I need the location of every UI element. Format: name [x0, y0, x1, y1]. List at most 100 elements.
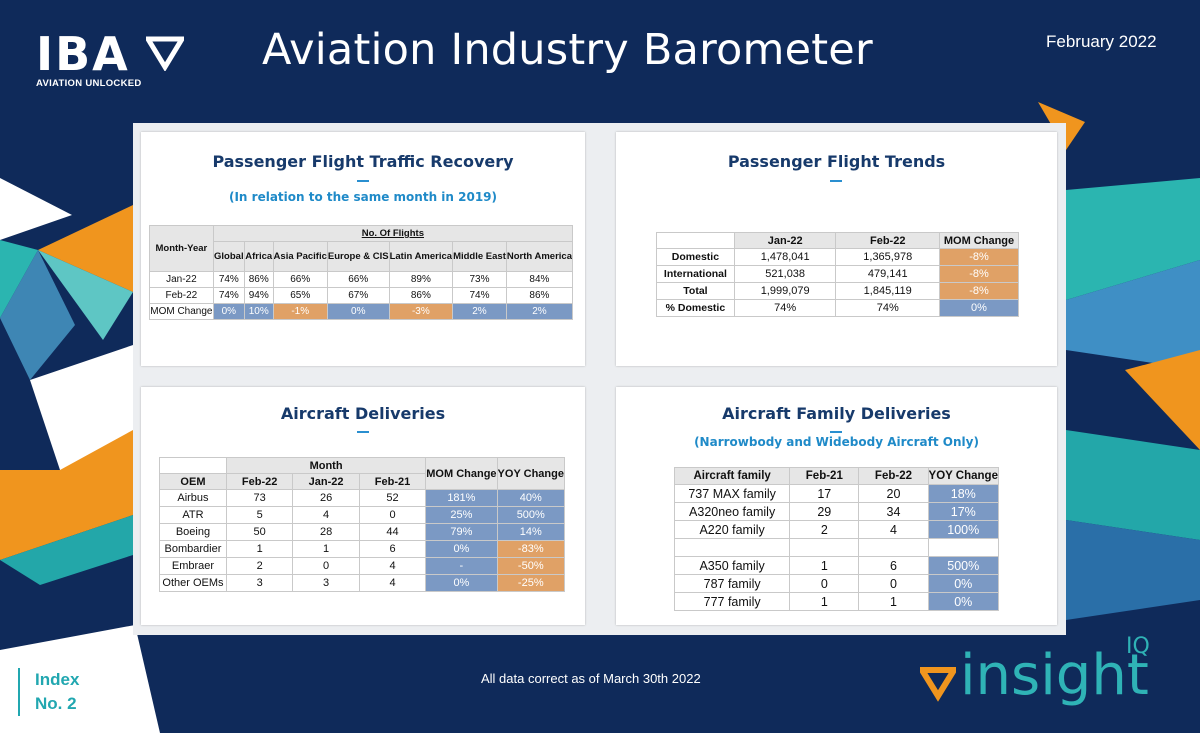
region-header: North America [505, 241, 574, 272]
table-cell: 0% [939, 299, 1019, 317]
mom-change-cell: 79% [425, 523, 498, 541]
traffic-recovery-subtitle: (In relation to the same month in 2019) [228, 190, 498, 204]
iba-logo: IBA AVIATION UNLOCKED [36, 31, 184, 89]
mom-change-cell: 0% [425, 574, 498, 592]
table-cell: 1 [858, 592, 929, 611]
insight-iq-logo-chevron-icon [920, 667, 956, 702]
yoy-change-cell: 18% [927, 484, 1000, 503]
table-row: Jan-22 74% 86% 66% 66% 89% 73% 84% [149, 271, 574, 288]
yoy-change-cell: -50% [496, 557, 566, 575]
yoy-change-cell: 500% [496, 506, 566, 524]
table-row: Total 1,999,079 1,845,119 -8% [656, 282, 1019, 300]
index-bar [18, 668, 20, 716]
table-cell: 66% [326, 271, 390, 288]
table-cell: 73 [225, 489, 294, 507]
family-name: 737 MAX family [673, 484, 791, 503]
month-year-header: Month-Year [149, 225, 214, 272]
table-row: A350 family 1 6 500% [673, 556, 1000, 575]
table-cell: 1 [225, 540, 294, 558]
blue-shard-left [0, 250, 75, 380]
oem-name: ATR [159, 506, 227, 524]
corner-cell [159, 457, 227, 474]
oem-name: Other OEMs [159, 574, 227, 592]
region-header: Africa [243, 241, 274, 272]
panel-aircraft-deliveries: Aircraft Deliveries Month MOM Change YOY… [141, 387, 585, 625]
teal-shard-left [0, 240, 38, 318]
orange-shard-left-lower [0, 430, 133, 560]
data-note: All data correct as of March 30th 2022 [481, 671, 701, 686]
content-board: Passenger Flight Traffic Recovery (In re… [133, 123, 1066, 635]
row-label: % Domestic [656, 299, 735, 317]
family-name: A350 family [673, 556, 791, 575]
table-row: A320neo family 29 34 17% [673, 502, 1000, 521]
table-cell: 74% [835, 299, 941, 317]
table-cell: 6 [358, 540, 427, 558]
month-header: Jan-22 [292, 473, 360, 490]
family-name: A220 family [673, 520, 791, 539]
table-cell: 86% [243, 271, 274, 288]
table-row: A220 family 2 4 100% [673, 520, 1000, 539]
yoy-change-cell: 0% [927, 574, 1000, 593]
table-cell: 4 [858, 520, 929, 539]
table-cell: 10% [243, 303, 274, 320]
table-cell: 26 [292, 489, 360, 507]
table-cell: -8% [939, 282, 1019, 300]
column-header: Feb-22 [835, 232, 941, 249]
table-row: International 521,038 479,141 -8% [656, 265, 1019, 283]
column-header: MOM Change [939, 232, 1019, 249]
table-cell: 2% [505, 303, 574, 320]
table-cell: 1,999,079 [733, 282, 837, 300]
family-name: 777 family [673, 592, 791, 611]
oem-name: Boeing [159, 523, 227, 541]
table-cell: 65% [272, 287, 328, 304]
panel-flight-trends: Passenger Flight Trends Jan-22 Feb-22 MOM … [616, 132, 1057, 366]
table-cell: 34 [858, 502, 929, 521]
teal-shard-left-lower [38, 250, 133, 340]
table-row: 787 family 0 0 0% [673, 574, 1000, 593]
table-cell: 52 [358, 489, 427, 507]
table-cell: 521,038 [733, 265, 837, 283]
table-cell: 1,365,978 [835, 248, 941, 266]
teal-shard-right-lower [1066, 430, 1200, 540]
panel-traffic-recovery: Passenger Flight Traffic Recovery (In re… [141, 132, 585, 366]
yoy-change-cell: -25% [496, 574, 566, 592]
mom-change-cell: - [425, 557, 498, 575]
insight-wordmark: insight [960, 643, 1149, 708]
table-row: Domestic 1,478,041 1,365,978 -8% [656, 248, 1019, 266]
table-cell: 3 [225, 574, 294, 592]
oem-name: Airbus [159, 489, 227, 507]
table-cell: 17 [789, 484, 860, 503]
table-row [673, 538, 1000, 557]
table-cell: 2% [452, 303, 507, 320]
page-title: Aviation Industry Barometer [262, 25, 873, 75]
region-header: Europe & CIS [326, 241, 390, 272]
table-row: Boeing 50 28 44 79% 14% [159, 523, 566, 541]
row-label: International [656, 265, 735, 283]
row-label: MOM Change [149, 303, 214, 320]
table-row: 777 family 1 1 0% [673, 592, 1000, 611]
traffic-recovery-title: Passenger Flight Traffic Recovery [212, 152, 514, 171]
table-cell: 28 [292, 523, 360, 541]
index-line-1: Index [35, 670, 80, 689]
table-row: Feb-22 74% 94% 65% 67% 86% 74% 86% [149, 287, 574, 304]
yoy-change-cell: 17% [927, 502, 1000, 521]
table-cell: 67% [326, 287, 390, 304]
title-underline [830, 180, 842, 182]
table-row: Embraer 2 0 4- -50% [159, 557, 566, 575]
table-cell: 3 [292, 574, 360, 592]
table-cell: 0 [292, 557, 360, 575]
orange-shard-right [1125, 350, 1200, 450]
aircraft-deliveries-title: Aircraft Deliveries [280, 404, 446, 423]
region-header: Middle East [452, 241, 507, 272]
yoy-change-header: YOY Change [496, 457, 566, 490]
region-header: Latin America [388, 241, 454, 272]
insight-iq-logo: insight IQ [918, 630, 1188, 720]
family-name: A320neo family [673, 502, 791, 521]
column-header: YOY Change [927, 467, 1000, 485]
table-row: ATR 5 4 0 25% 500% [159, 506, 566, 524]
flight-trends-table: Jan-22 Feb-22 MOM Change Domestic 1,478,041… [656, 232, 1019, 317]
table-cell: 44 [358, 523, 427, 541]
table-cell: 66% [272, 271, 328, 288]
column-header: Jan-22 [733, 232, 837, 249]
row-label: Total [656, 282, 735, 300]
